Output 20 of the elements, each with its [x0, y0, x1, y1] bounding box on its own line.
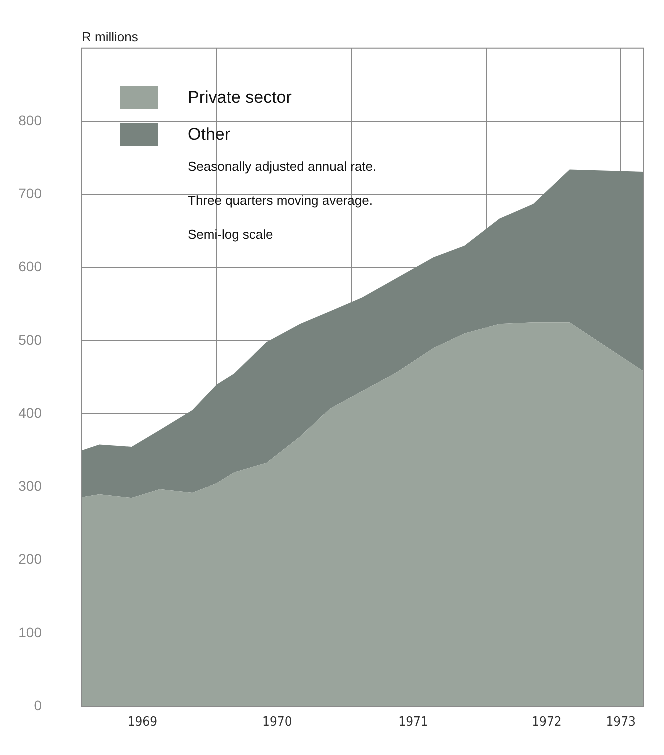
y-tick-label: 500 [18, 332, 42, 348]
y-tick-label: 200 [18, 551, 42, 568]
annotation: Three quarters moving average. [188, 192, 373, 208]
x-tick-label: 1970 [262, 714, 292, 730]
y-tick-label: 0 [34, 697, 42, 714]
x-tick-label: 1972 [532, 714, 562, 730]
y-tick-label: 300 [18, 478, 42, 494]
annotation: Seasonally adjusted annual rate. [188, 158, 377, 174]
legend-label: Private sector [188, 88, 292, 108]
y-tick-label: 800 [18, 112, 42, 128]
y-tick-label: 100 [18, 624, 42, 640]
x-tick-label: 1971 [398, 714, 428, 730]
y-tick-label: 700 [18, 186, 42, 202]
y-tick-label: 600 [18, 258, 42, 275]
x-tick-label: 1973 [606, 714, 636, 730]
annotation: Semi-log scale [188, 226, 274, 242]
y-axis-title: R millions [82, 29, 139, 44]
legend-label: Other [188, 125, 231, 144]
y-tick-label: 400 [18, 404, 42, 421]
x-tick-label: 1969 [128, 714, 158, 730]
